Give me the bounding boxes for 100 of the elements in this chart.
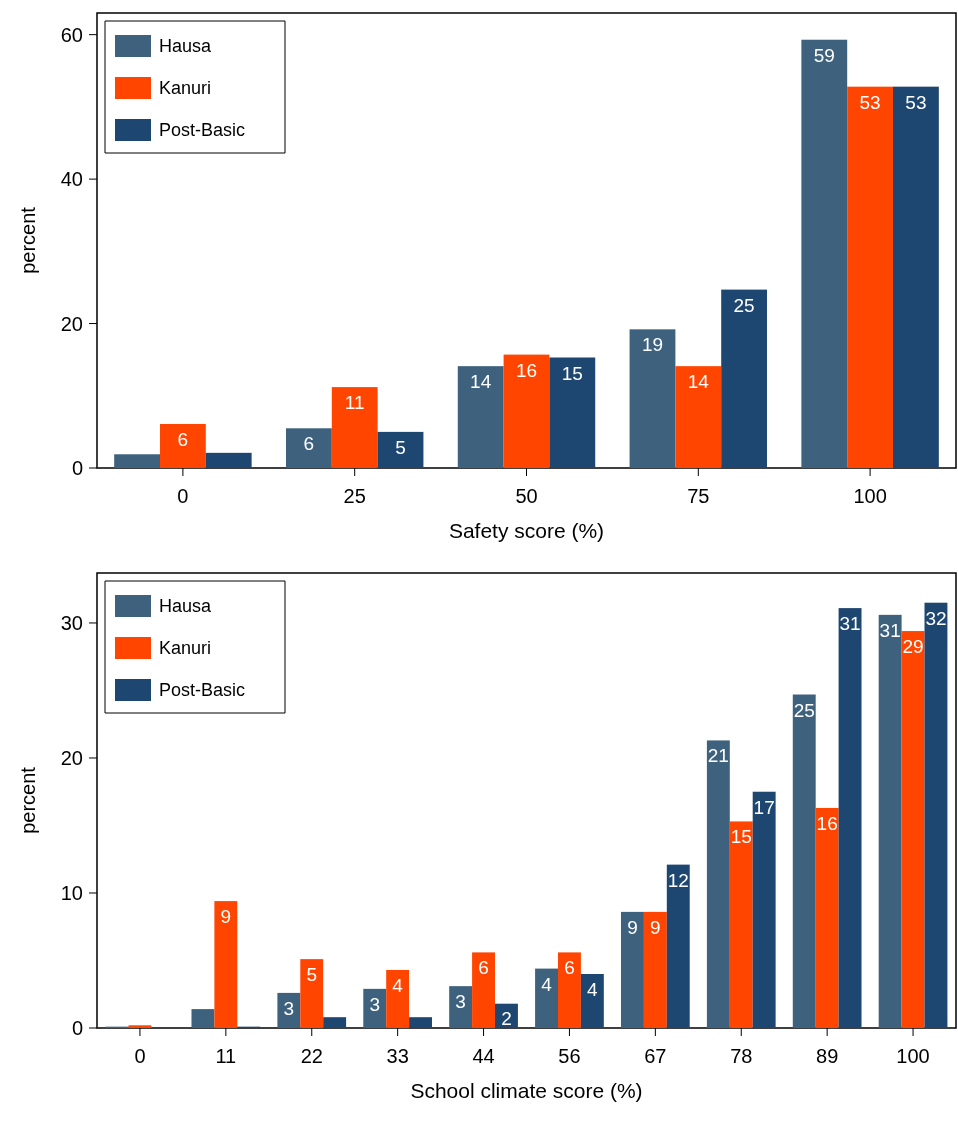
bar xyxy=(331,387,378,468)
data-label: 25 xyxy=(793,699,815,721)
data-label: 31 xyxy=(879,619,901,641)
bar xyxy=(535,968,558,1028)
data-label: 12 xyxy=(667,869,689,891)
data-label: 4 xyxy=(541,973,553,995)
x-axis-title: Safety score (%) xyxy=(448,519,605,542)
bar xyxy=(558,952,581,1028)
data-label: 53 xyxy=(859,91,881,113)
y-tick-label: 30 xyxy=(60,611,83,634)
x-tick-label: 11 xyxy=(215,1045,237,1067)
bar xyxy=(878,614,902,1028)
bar xyxy=(377,431,424,468)
x-tick-label: 44 xyxy=(472,1045,495,1067)
bar xyxy=(128,1025,152,1028)
data-label: 3 xyxy=(369,993,381,1015)
bar xyxy=(706,740,730,1028)
bar xyxy=(214,901,238,1028)
bar xyxy=(472,952,495,1028)
data-label: 6 xyxy=(177,428,189,450)
bar xyxy=(300,959,324,1028)
data-label: 6 xyxy=(564,957,575,979)
x-tick-label: 89 xyxy=(816,1045,839,1067)
bar xyxy=(503,354,550,468)
data-label: 14 xyxy=(687,371,710,393)
bar xyxy=(847,86,894,468)
data-label: 5 xyxy=(306,964,318,986)
legend-label: Hausa xyxy=(159,36,213,56)
data-label: 32 xyxy=(925,607,947,629)
data-label: 4 xyxy=(587,978,599,1000)
x-tick-label: 75 xyxy=(687,485,710,507)
bar xyxy=(666,864,690,1028)
bar xyxy=(191,1009,215,1028)
data-label: 15 xyxy=(561,362,583,384)
x-tick-label: 78 xyxy=(730,1045,753,1067)
x-tick-label: 50 xyxy=(515,485,538,507)
data-label: 15 xyxy=(730,826,752,848)
bar xyxy=(580,973,604,1028)
data-label: 6 xyxy=(478,957,489,979)
bar xyxy=(901,631,925,1028)
bar xyxy=(643,911,667,1028)
bar xyxy=(285,428,332,468)
y-tick-label: 0 xyxy=(71,457,83,479)
bar xyxy=(838,608,862,1028)
bar xyxy=(924,602,948,1028)
data-label: 16 xyxy=(816,812,838,834)
bar xyxy=(363,988,387,1028)
bar xyxy=(729,821,753,1028)
y-tick-label: 20 xyxy=(60,746,83,769)
y-tick-label: 10 xyxy=(60,881,83,904)
bar xyxy=(277,992,301,1028)
data-label: 14 xyxy=(470,371,492,393)
data-label: 3 xyxy=(455,991,466,1013)
data-label: 6 xyxy=(303,433,315,455)
data-label: 9 xyxy=(220,906,232,928)
bar xyxy=(159,423,206,468)
x-tick-label: 56 xyxy=(558,1045,581,1067)
data-label: 17 xyxy=(753,796,775,818)
bar xyxy=(620,911,644,1028)
bar xyxy=(792,694,816,1028)
x-tick-label: 100 xyxy=(896,1045,930,1067)
bar xyxy=(409,1017,433,1028)
x-tick-label: 100 xyxy=(853,485,887,507)
data-label: 3 xyxy=(283,997,295,1019)
x-tick-label: 0 xyxy=(177,485,189,507)
y-axis-title: percent xyxy=(17,766,39,834)
y-tick-label: 0 xyxy=(71,1017,83,1039)
data-label: 53 xyxy=(905,91,927,113)
bar xyxy=(323,1017,347,1028)
legend-label: Post-Basic xyxy=(159,680,246,700)
legend-label: Hausa xyxy=(159,596,213,616)
data-label: 9 xyxy=(650,916,661,938)
data-label: 19 xyxy=(641,334,664,356)
data-label: 2 xyxy=(501,1008,512,1029)
data-label: 9 xyxy=(627,916,638,938)
data-label: 59 xyxy=(813,44,835,66)
legend-label: Post-Basic xyxy=(159,120,246,140)
bar xyxy=(893,86,939,468)
data-label: 21 xyxy=(707,745,729,767)
legend-label: Kanuri xyxy=(159,638,212,658)
data-label: 11 xyxy=(344,392,365,414)
bar xyxy=(449,986,473,1028)
x-tick-label: 25 xyxy=(343,485,366,507)
x-tick-label: 0 xyxy=(134,1045,146,1067)
y-axis-title: percent xyxy=(17,206,39,274)
data-label: 25 xyxy=(733,294,755,316)
bar xyxy=(457,366,504,468)
bar xyxy=(675,366,722,468)
data-label: 5 xyxy=(395,436,406,458)
data-label: 29 xyxy=(902,636,924,658)
y-tick-label: 40 xyxy=(60,168,83,191)
y-tick-label: 60 xyxy=(60,23,83,46)
x-tick-label: 67 xyxy=(644,1045,667,1067)
y-tick-label: 20 xyxy=(60,312,83,335)
bar xyxy=(386,969,410,1028)
x-tick-label: 33 xyxy=(386,1045,409,1067)
legend-label: Kanuri xyxy=(159,78,212,98)
bar xyxy=(114,454,160,468)
bar xyxy=(815,807,839,1028)
x-tick-label: 22 xyxy=(300,1045,323,1067)
